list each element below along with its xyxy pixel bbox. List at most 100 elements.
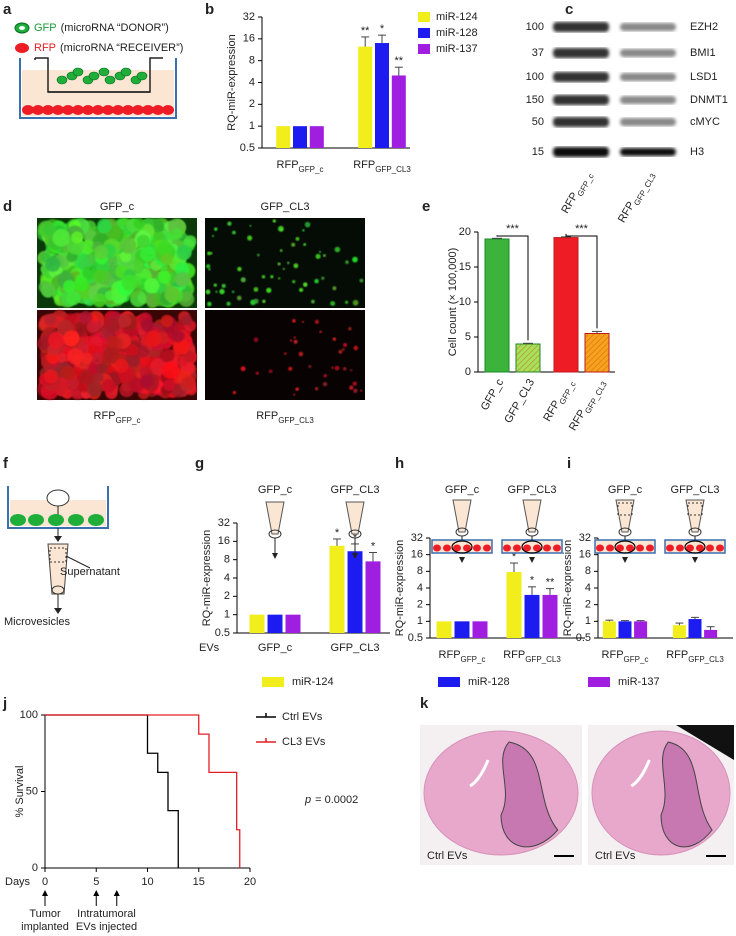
cell xyxy=(118,314,132,328)
cell xyxy=(332,337,337,341)
survival-curve xyxy=(45,714,241,868)
error-bar xyxy=(361,36,370,47)
panel-label: h xyxy=(395,455,404,472)
legend-label: miR-124 xyxy=(436,11,478,23)
red-cell xyxy=(72,105,84,115)
well-diagram-f xyxy=(7,486,109,614)
comparison-bracket xyxy=(496,235,529,341)
arrow-head xyxy=(692,557,698,563)
significance: * xyxy=(371,540,376,552)
comparison-bracket xyxy=(565,233,598,329)
error-bar xyxy=(621,620,629,622)
cell xyxy=(277,277,281,280)
cell xyxy=(240,277,246,283)
legend-text: GFP (microRNA “DONOR”) xyxy=(34,22,169,34)
y-axis-label: RQ-miR-expression xyxy=(226,34,238,131)
cell xyxy=(314,386,319,391)
cell xyxy=(42,223,56,236)
red-cell xyxy=(152,105,164,115)
y-tick-label: 0.5 xyxy=(576,632,591,644)
y-tick-label: 8 xyxy=(249,55,255,67)
cell xyxy=(237,266,242,272)
cell xyxy=(109,320,121,332)
column-heading: GFP_c xyxy=(608,484,643,496)
cell xyxy=(284,352,287,355)
legend-swatch xyxy=(262,677,284,687)
cell xyxy=(210,251,213,255)
cell xyxy=(208,268,211,271)
cell xyxy=(332,286,337,291)
y-tick-label: 4 xyxy=(585,582,591,594)
cell xyxy=(247,235,253,241)
bar xyxy=(436,621,452,638)
cell xyxy=(93,245,109,260)
green-cell xyxy=(136,71,148,81)
micrograph xyxy=(205,310,365,400)
cell xyxy=(67,376,80,390)
image-label: GFP_CL3 xyxy=(261,201,310,213)
arrow-head xyxy=(622,557,628,563)
panel-label: g xyxy=(195,455,204,472)
cell xyxy=(343,343,348,348)
red-cell xyxy=(596,544,604,552)
cell xyxy=(184,235,197,248)
panel-label: j xyxy=(2,695,7,712)
image-label: Ctrl EVs xyxy=(595,850,636,862)
cell xyxy=(293,263,299,269)
legend-tag: RFP xyxy=(34,42,56,54)
y-tick-label: 32 xyxy=(218,517,230,529)
y-tick-label: 4 xyxy=(249,76,255,88)
bar xyxy=(704,629,718,638)
cell xyxy=(174,271,190,287)
bar xyxy=(358,46,373,148)
error-bar xyxy=(592,330,602,334)
bar xyxy=(484,238,510,373)
cell xyxy=(136,345,150,359)
y-tick-label: 5 xyxy=(465,331,471,343)
cell xyxy=(322,253,326,258)
cell xyxy=(45,256,61,272)
cell xyxy=(311,299,315,304)
diagram-label: Microvesicles xyxy=(4,616,71,628)
cell xyxy=(232,230,236,235)
y-tick-label: 2 xyxy=(224,590,230,602)
red-cell xyxy=(463,544,471,552)
cell xyxy=(323,373,327,378)
cell xyxy=(301,320,305,323)
cell xyxy=(342,367,347,371)
y-axis-label: Cell count (× 100,000) xyxy=(447,248,459,357)
red-cell xyxy=(92,105,104,115)
red-cell xyxy=(716,544,724,552)
y-tick-label: 2 xyxy=(417,599,423,611)
arrow-head xyxy=(272,553,278,559)
cell xyxy=(140,374,154,388)
bar xyxy=(506,571,522,638)
red-cell xyxy=(483,544,491,552)
error-bar xyxy=(528,586,536,595)
image-label-sub: GFP_CL3 xyxy=(278,416,314,425)
bar xyxy=(249,614,265,633)
band xyxy=(553,72,609,82)
x-tick-label: GFP_CL3 xyxy=(502,377,537,425)
red-cell xyxy=(52,105,64,115)
error-bar xyxy=(523,342,533,344)
cell xyxy=(144,278,160,294)
significance: ** xyxy=(395,55,404,67)
error-bar xyxy=(510,562,518,572)
x-tick-label: 20 xyxy=(244,876,256,888)
x-tick-label-sub: GFP_c xyxy=(299,165,324,174)
band xyxy=(553,95,609,105)
legend-cell xyxy=(15,43,29,53)
cell xyxy=(253,298,259,304)
legend-swatch xyxy=(418,44,430,54)
legend-label: miR-124 xyxy=(292,676,334,688)
annotation-italic: p xyxy=(304,794,311,806)
brain-section xyxy=(423,730,579,856)
bar xyxy=(285,614,301,633)
event-arrow-head xyxy=(42,890,48,896)
x-tick-label: RFPGFP_c xyxy=(602,649,649,664)
cell xyxy=(286,261,290,265)
cell xyxy=(295,236,300,241)
mw-marker: 50 xyxy=(532,116,544,128)
cell xyxy=(292,319,296,323)
